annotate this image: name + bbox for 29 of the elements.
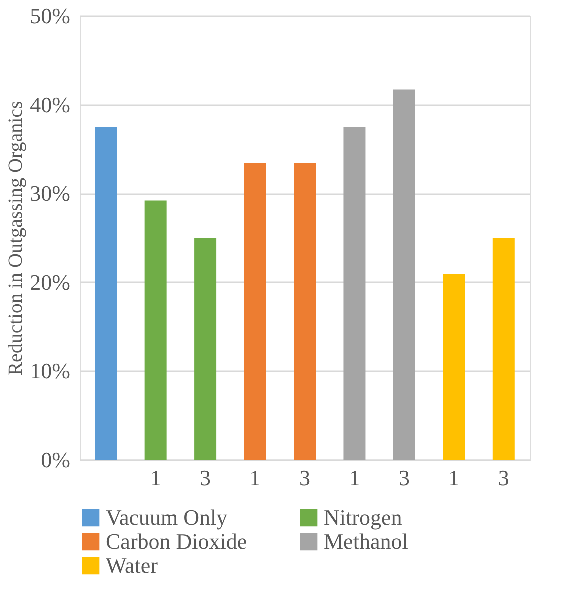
y-tick-label: 10% (30, 358, 70, 384)
y-tick-label: 20% (30, 270, 70, 295)
legend-label: Water (106, 553, 159, 578)
y-tick-label: 0% (41, 448, 70, 472)
bar (144, 200, 167, 460)
x-tick-label: 1 (150, 466, 162, 490)
legend-label: Nitrogen (324, 505, 402, 530)
y-tick-label: 50% (30, 4, 70, 28)
bar (443, 274, 466, 460)
bar (244, 163, 266, 460)
legend-label: Methanol (324, 529, 408, 554)
bar (393, 90, 416, 460)
bar (294, 163, 316, 460)
x-tick-label: 1 (349, 466, 360, 490)
bar (95, 127, 118, 460)
x-tick-label: 3 (300, 466, 310, 490)
x-tick-label: 1 (250, 466, 261, 490)
y-tick-label: 40% (30, 92, 70, 118)
legend-label: Carbon Dioxide (106, 529, 248, 554)
bar (492, 238, 515, 460)
bar (194, 238, 217, 460)
x-tick-label: 3 (398, 466, 410, 490)
y-axis-title: Reduction in Outgassing Organics (5, 100, 28, 376)
x-tick-label: 1 (448, 466, 460, 490)
x-tick-label: 3 (200, 466, 212, 490)
bar (344, 127, 366, 460)
legend-label: Vacuum Only (106, 505, 228, 530)
x-tick-label: 3 (498, 466, 510, 490)
y-tick-label: 30% (30, 181, 70, 206)
